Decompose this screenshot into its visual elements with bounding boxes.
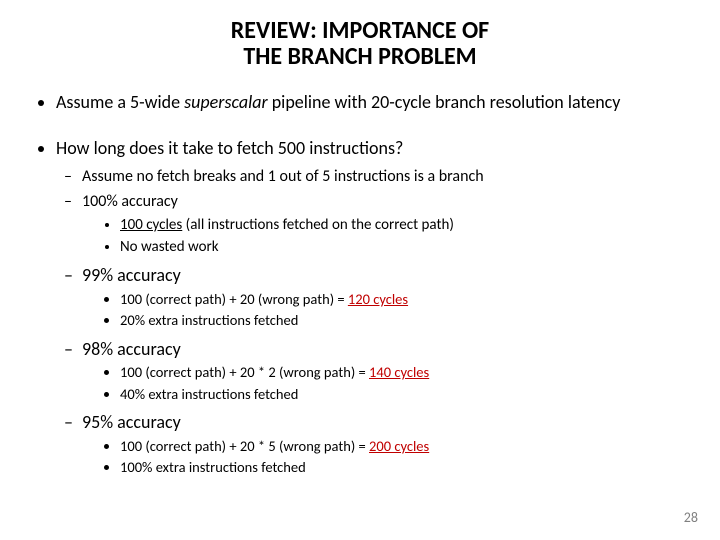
dash-99-accuracy: 99% accuracy 100 (correct path) + 20 (wr…	[82, 263, 684, 330]
dot-list-98: 100 (correct path) + 20 * 2 (wrong path)…	[82, 363, 684, 404]
cycles-200: 200 cycles	[369, 437, 429, 455]
dash-list: Assume no fetch breaks and 1 out of 5 in…	[56, 166, 684, 478]
text: 40% extra instructions fetched	[120, 385, 298, 403]
text: 100% accuracy	[82, 192, 178, 211]
text: Assume a 5-wide	[56, 91, 184, 113]
dot-95-extra: 100% extra instructions fetched	[120, 458, 684, 478]
dot-list-95: 100 (correct path) + 20 * 5 (wrong path)…	[82, 437, 684, 478]
slide-title: REVIEW: IMPORTANCE OF THE BRANCH PROBLEM	[36, 18, 684, 71]
text: 100 (correct path) + 20 * 2 (wrong path)…	[120, 363, 369, 381]
text: pipeline with 20-cycle branch resolution…	[268, 91, 621, 113]
page-number: 28	[684, 509, 698, 526]
title-line-2: THE BRANCH PROBLEM	[243, 42, 476, 71]
dot-100-cycles: 100 cycles (all instructions fetched on …	[120, 215, 684, 235]
bullet-assumption: Assume a 5-wide superscalar pipeline wit…	[56, 91, 684, 114]
dash-95-accuracy: 95% accuracy 100 (correct path) + 20 * 5…	[82, 410, 684, 477]
dot-99-calc: 100 (correct path) + 20 (wrong path) = 1…	[120, 290, 684, 310]
superscalar-word: superscalar	[184, 91, 267, 113]
dot-list-100: 100 cycles (all instructions fetched on …	[82, 215, 684, 258]
text: Assume no fetch breaks and 1 out of 5 in…	[82, 167, 484, 186]
cycles-100: 100 cycles	[120, 216, 182, 234]
top-bullet-list: Assume a 5-wide superscalar pipeline wit…	[36, 91, 684, 478]
text: 99% accuracy	[82, 264, 181, 286]
text: 100% extra instructions fetched	[120, 458, 306, 476]
dot-98-calc: 100 (correct path) + 20 * 2 (wrong path)…	[120, 363, 684, 383]
cycles-140: 140 cycles	[369, 363, 429, 381]
dash-assume: Assume no fetch breaks and 1 out of 5 in…	[82, 166, 684, 188]
text: 100 (correct path) + 20 * 5 (wrong path)…	[120, 437, 369, 455]
text: 95% accuracy	[82, 411, 181, 433]
title-line-1: REVIEW: IMPORTANCE OF	[231, 16, 489, 45]
text: 100 (correct path) + 20 (wrong path) =	[120, 290, 348, 308]
bullet-question: How long does it take to fetch 500 instr…	[56, 137, 684, 477]
question-text: How long does it take to fetch 500 instr…	[56, 137, 403, 159]
dot-99-extra: 20% extra instructions fetched	[120, 311, 684, 331]
text: No wasted work	[120, 238, 219, 256]
text: 20% extra instructions fetched	[120, 311, 298, 329]
cycles-120: 120 cycles	[348, 290, 408, 308]
dash-100-accuracy: 100% accuracy 100 cycles (all instructio…	[82, 191, 684, 257]
dash-98-accuracy: 98% accuracy 100 (correct path) + 20 * 2…	[82, 337, 684, 404]
text: 98% accuracy	[82, 338, 181, 360]
dot-no-waste: No wasted work	[120, 237, 684, 257]
dot-95-calc: 100 (correct path) + 20 * 5 (wrong path)…	[120, 437, 684, 457]
dot-98-extra: 40% extra instructions fetched	[120, 385, 684, 405]
slide: REVIEW: IMPORTANCE OF THE BRANCH PROBLEM…	[0, 0, 720, 540]
text: (all instructions fetched on the correct…	[182, 216, 454, 234]
dot-list-99: 100 (correct path) + 20 (wrong path) = 1…	[82, 290, 684, 331]
